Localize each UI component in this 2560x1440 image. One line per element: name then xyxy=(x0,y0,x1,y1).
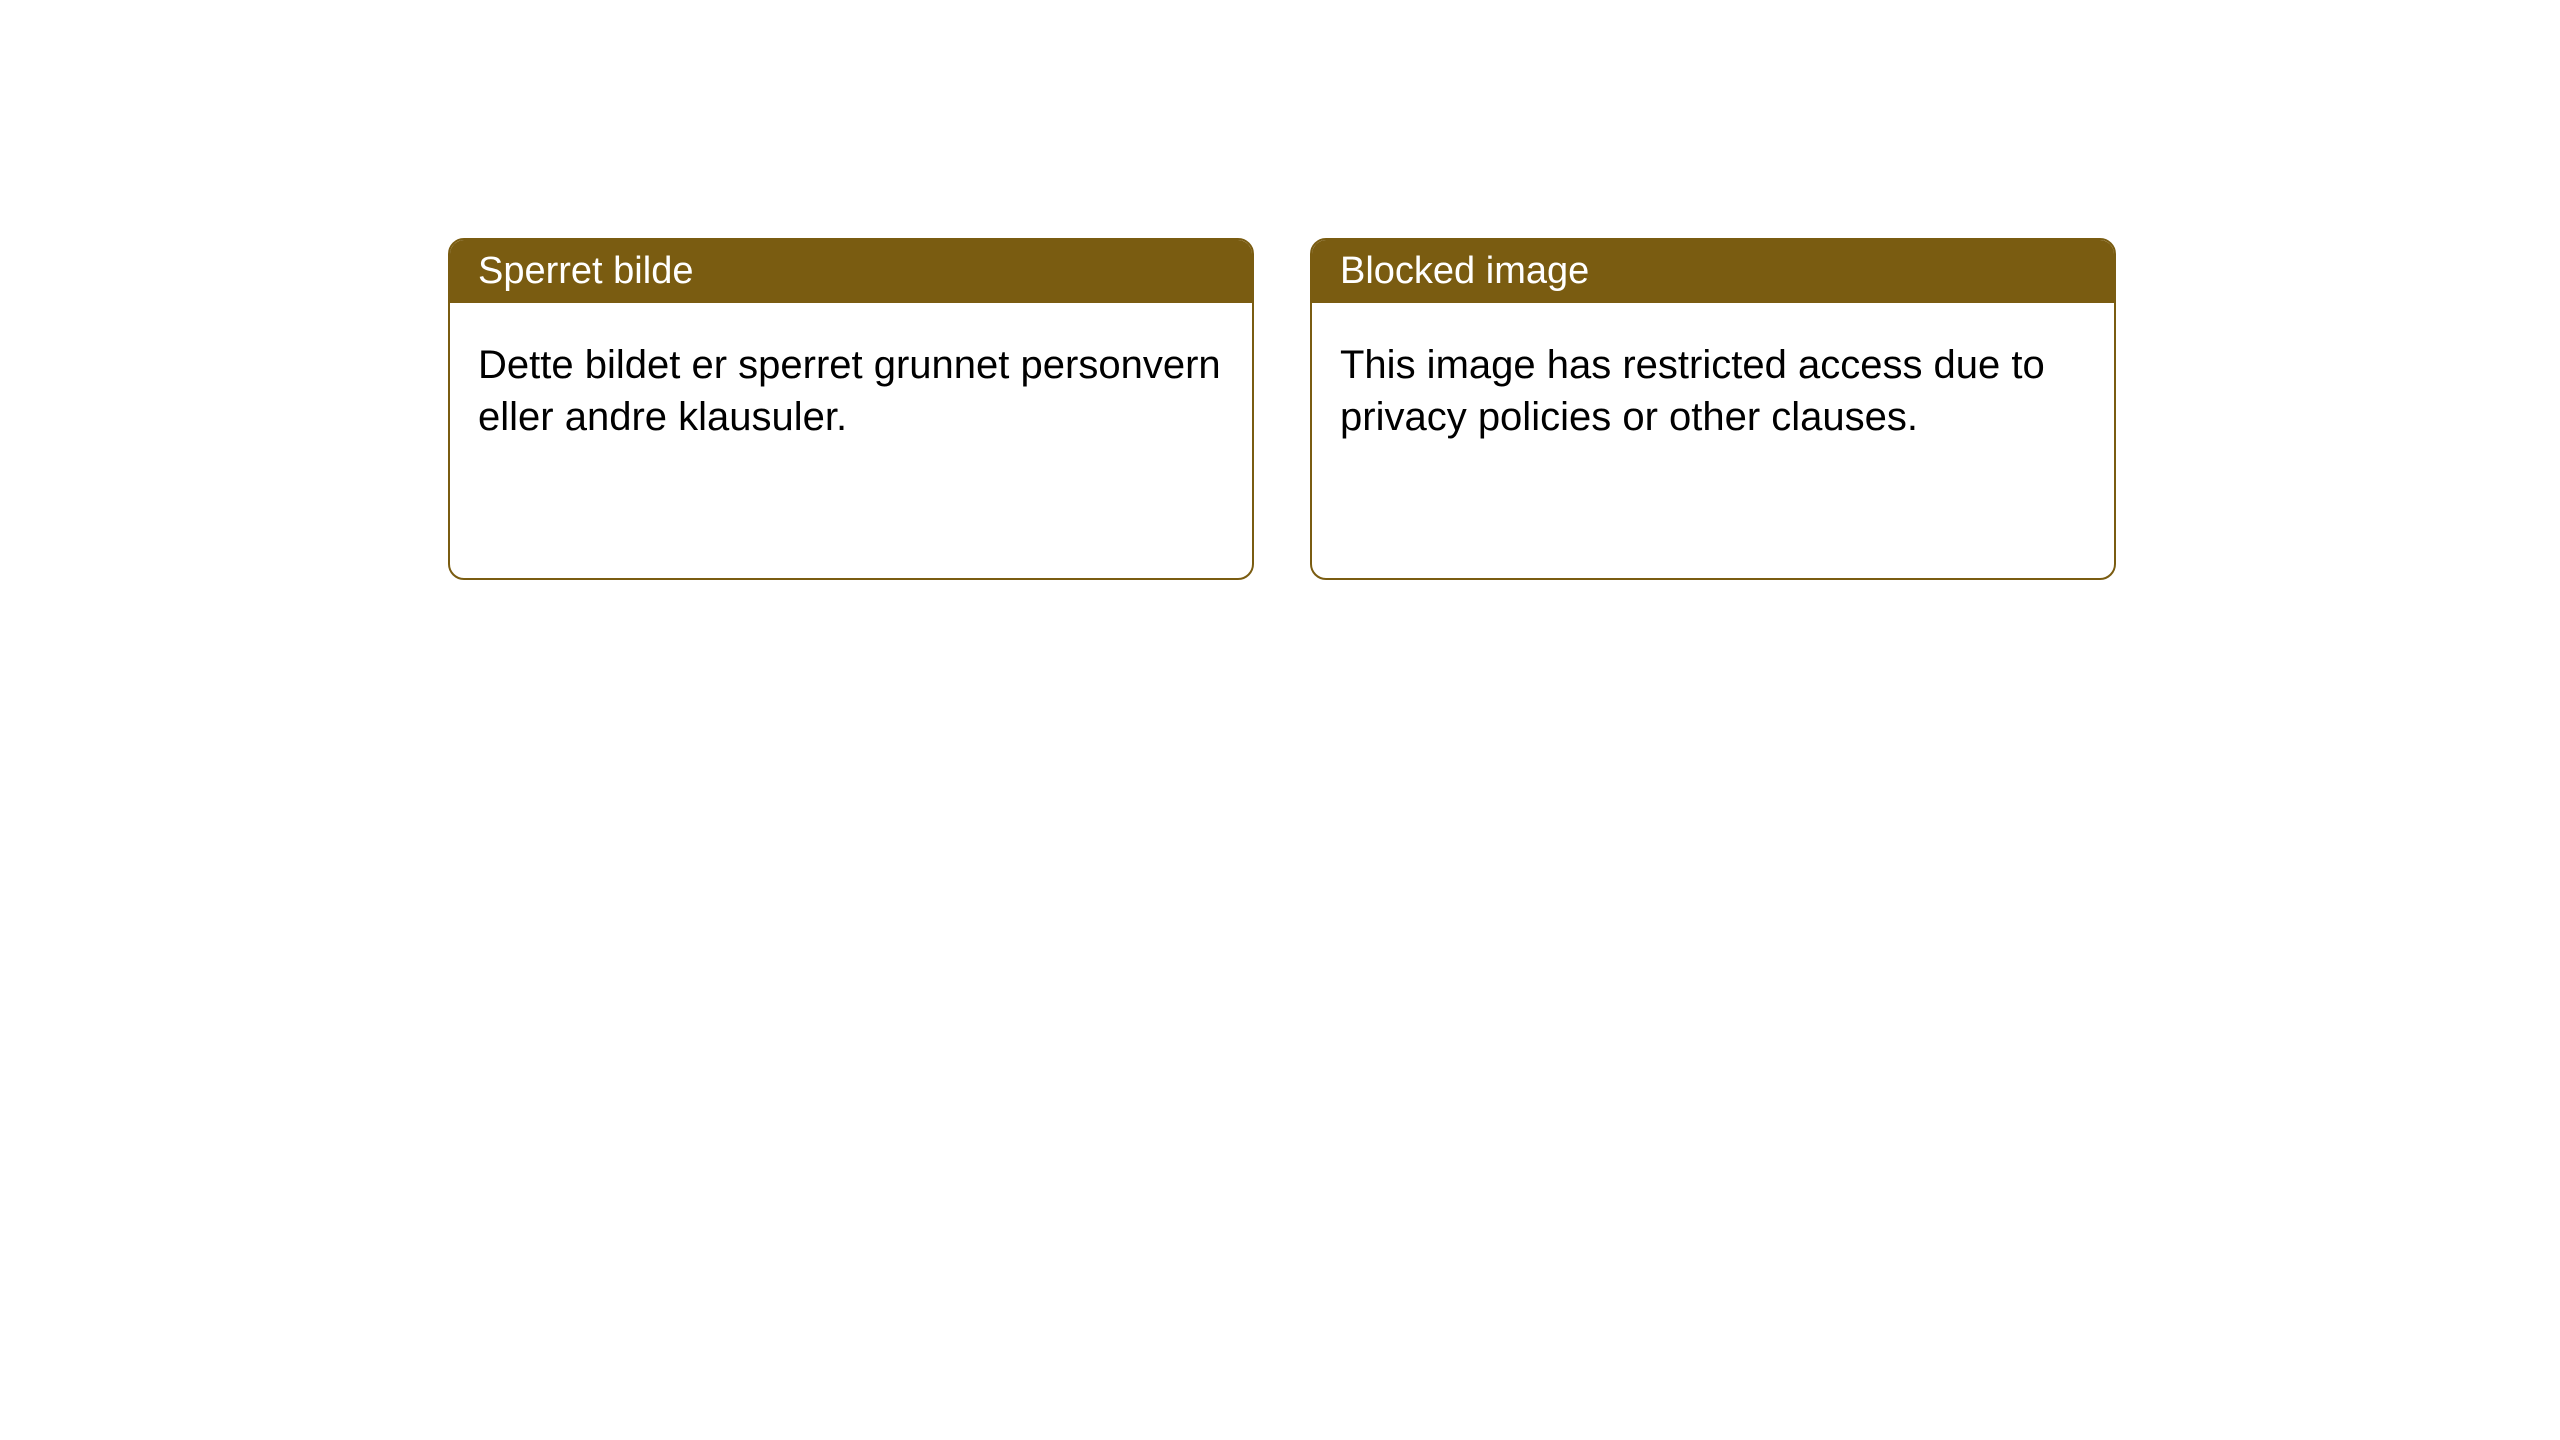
notice-header-english: Blocked image xyxy=(1312,240,2114,303)
notice-body-english: This image has restricted access due to … xyxy=(1312,303,2114,578)
notice-cards-container: Sperret bilde Dette bildet er sperret gr… xyxy=(0,0,2560,580)
notice-header-norwegian: Sperret bilde xyxy=(450,240,1252,303)
notice-card-english: Blocked image This image has restricted … xyxy=(1310,238,2116,580)
notice-body-norwegian: Dette bildet er sperret grunnet personve… xyxy=(450,303,1252,578)
notice-card-norwegian: Sperret bilde Dette bildet er sperret gr… xyxy=(448,238,1254,580)
